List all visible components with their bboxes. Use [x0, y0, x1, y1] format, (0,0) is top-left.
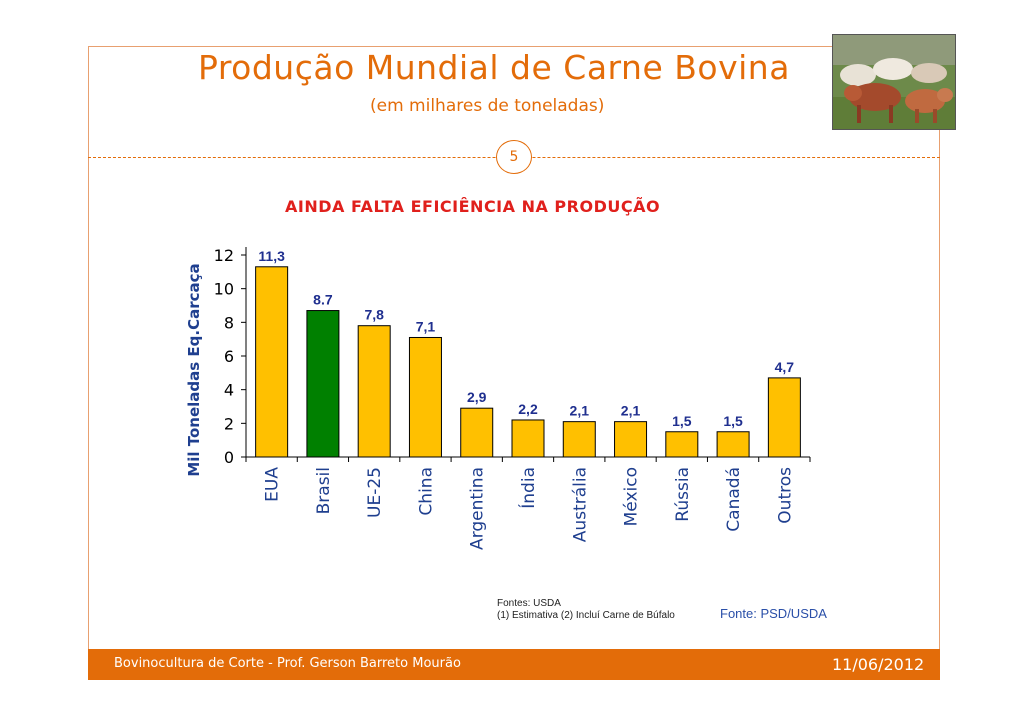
data-label: 7,8: [364, 307, 384, 323]
cattle-photo: [832, 34, 956, 130]
data-label: 2,1: [570, 403, 590, 419]
slide-number: 5: [496, 140, 532, 174]
y-tick-label: 12: [214, 246, 234, 265]
cattle-herd-icon: [833, 35, 955, 129]
data-label: 1,5: [672, 413, 692, 429]
sources-note: Fontes: USDA (1) Estimativa (2) Incluí C…: [497, 598, 675, 622]
bar: [562, 421, 596, 458]
data-label: 7,1: [416, 318, 436, 334]
category-label: Canadá: [724, 467, 744, 532]
bar: [511, 419, 545, 458]
footer-author: Bovinocultura de Corte - Prof. Gerson Ba…: [114, 656, 461, 671]
slide-title: Produção Mundial de Carne Bovina: [198, 48, 790, 87]
bar: [408, 336, 442, 458]
data-label: 4,7: [775, 359, 795, 375]
category-label: Índia: [517, 467, 539, 509]
bar: [460, 407, 494, 458]
y-tick-label: 10: [214, 280, 234, 299]
category-label: Outros: [775, 467, 795, 524]
data-label: 8.7: [313, 292, 333, 308]
data-label: 2,9: [467, 389, 487, 405]
bar: [306, 310, 340, 458]
category-label: China: [416, 467, 436, 516]
category-label: Rússia: [673, 467, 693, 522]
headline: AINDA FALTA EFICIÊNCIA NA PRODUÇÃO: [285, 197, 661, 216]
footer-bar: [88, 649, 940, 680]
sources-line-2: (1) Estimativa (2) Incluí Carne de Búfal…: [497, 610, 675, 621]
sources-line-1: Fontes: USDA: [497, 598, 561, 609]
category-label: EUA: [263, 467, 283, 502]
category-label: Austrália: [570, 467, 590, 542]
bar: [665, 431, 699, 458]
data-label: 2,2: [518, 401, 538, 417]
bar: [614, 421, 648, 458]
bar: [357, 325, 391, 458]
category-label: Brasil: [314, 467, 334, 514]
y-tick-label: 6: [224, 347, 234, 366]
y-tick-label: 4: [224, 381, 234, 400]
category-label: UE-25: [365, 467, 385, 518]
bar: [716, 431, 750, 458]
category-label: México: [622, 467, 642, 526]
source-label: Fonte: PSD/USDA: [720, 606, 827, 621]
data-label: 11,3: [258, 248, 285, 264]
bar: [767, 377, 801, 458]
data-label: 1,5: [723, 413, 743, 429]
bar: [255, 266, 289, 458]
data-label: 2,1: [621, 403, 641, 419]
category-label: Argentina: [468, 467, 488, 550]
y-tick-label: 2: [224, 414, 234, 433]
y-tick-label: 8: [224, 313, 234, 332]
slide-subtitle: (em milhares de toneladas): [370, 96, 605, 116]
y-tick-label: 0: [224, 448, 234, 467]
footer-date: 11/06/2012: [832, 655, 925, 674]
y-axis-label: Mil Toneladas Eq.Carcaça: [185, 263, 203, 476]
